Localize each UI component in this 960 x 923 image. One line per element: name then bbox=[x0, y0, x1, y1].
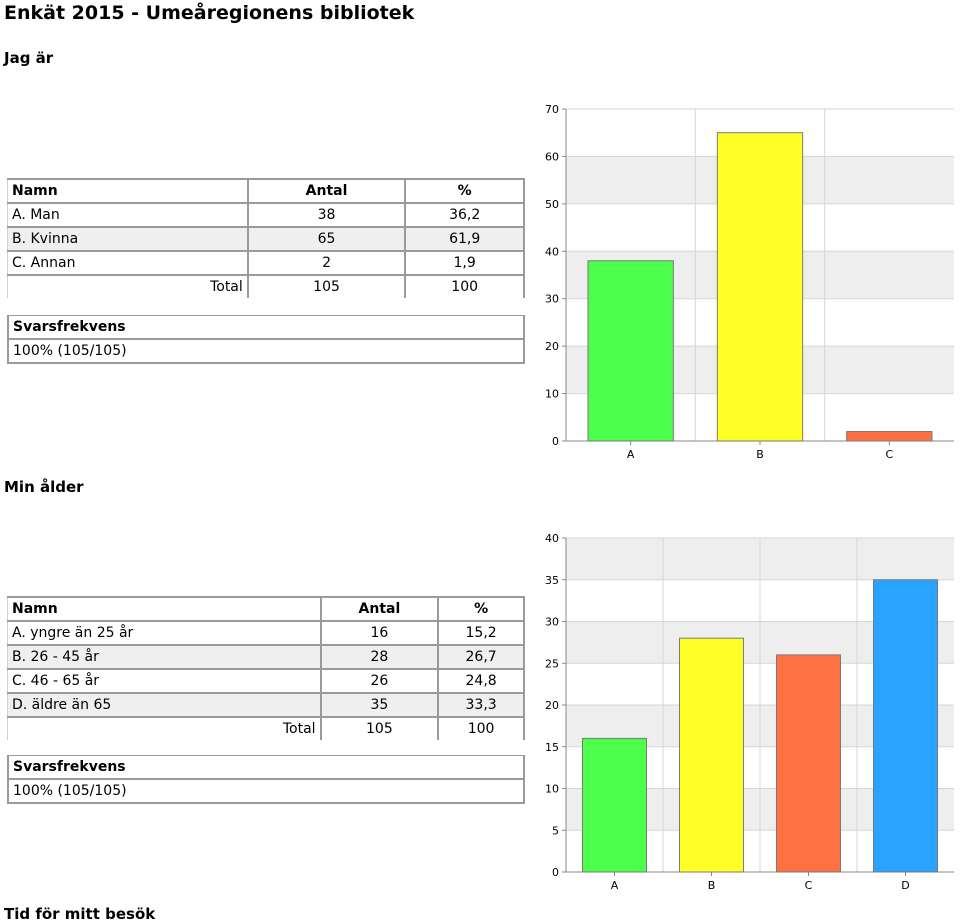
y-tick-label: 5 bbox=[552, 824, 559, 837]
response-rate-label: Svarsfrekvens bbox=[8, 755, 524, 780]
bar-b bbox=[678, 637, 745, 873]
response-rate-value: 100% (105/105) bbox=[13, 783, 127, 799]
y-tick-label: 20 bbox=[545, 699, 559, 712]
row-count: 35 bbox=[320, 693, 440, 718]
column-header-name: Namn bbox=[7, 179, 249, 204]
y-tick-label: 10 bbox=[545, 783, 559, 796]
y-tick-label: 0 bbox=[552, 435, 559, 448]
row-count: 16 bbox=[320, 621, 440, 646]
y-tick-label: 20 bbox=[545, 340, 559, 353]
total-percent: 100 bbox=[451, 279, 479, 295]
table-header-row: Namn Antal % bbox=[7, 597, 524, 622]
row-name: D. äldre än 65 bbox=[7, 693, 322, 718]
results-table-jag-ar: Namn Antal % A. Man 38 36,2 B. Kvinna 65… bbox=[7, 178, 525, 298]
column-header-name: Namn bbox=[7, 597, 322, 622]
total-label: Total bbox=[7, 275, 249, 298]
response-rate-box: Svarsfrekvens 100% (105/105) bbox=[7, 755, 525, 804]
table-header-row: Namn Antal % bbox=[7, 179, 524, 204]
page-title: Enkät 2015 - Umeåregionens bibliotek bbox=[4, 2, 415, 24]
row-name: C. Annan bbox=[7, 251, 249, 276]
response-rate-box: Svarsfrekvens 100% (105/105) bbox=[7, 315, 525, 364]
y-tick-label: 30 bbox=[545, 616, 559, 629]
bar-a bbox=[587, 260, 674, 442]
row-percent: 24,8 bbox=[438, 669, 524, 694]
bar-a bbox=[581, 737, 648, 873]
row-percent: 26,7 bbox=[438, 645, 524, 670]
table-row: C. 46 - 65 år 26 24,8 bbox=[7, 669, 524, 694]
total-count: 105 bbox=[320, 717, 440, 740]
total-label: Total bbox=[7, 717, 322, 740]
table-row: B. Kvinna 65 61,9 bbox=[7, 227, 524, 252]
row-count: 28 bbox=[320, 645, 440, 670]
section-heading-min-alder: Min ålder bbox=[4, 478, 84, 496]
table-row: D. äldre än 65 35 33,3 bbox=[7, 693, 524, 718]
row-name: C. 46 - 65 år bbox=[7, 669, 322, 694]
bar-chart-min-alder: 0 5 10 15 20 25 30 35 40 A B C D bbox=[545, 532, 954, 892]
x-tick-label: D bbox=[901, 879, 909, 892]
y-tick-label: 15 bbox=[545, 741, 559, 754]
x-tick-label: A bbox=[627, 448, 635, 461]
row-count: 2 bbox=[247, 251, 407, 276]
row-name: A. yngre än 25 år bbox=[7, 621, 322, 646]
section-heading-jag-ar: Jag är bbox=[4, 49, 54, 67]
bar-c bbox=[775, 654, 842, 873]
bar-c bbox=[846, 431, 933, 442]
table-row: A. Man 38 36,2 bbox=[7, 203, 524, 228]
table-total-row: Total 105 100 bbox=[7, 275, 525, 298]
row-name: A. Man bbox=[7, 203, 249, 228]
y-tick-label: 70 bbox=[545, 103, 559, 116]
y-tick-label: 25 bbox=[545, 657, 559, 670]
table-total-row: Total 105 100 bbox=[7, 717, 525, 740]
bar-chart-jag-ar: 0 10 20 30 40 50 60 70 A B C bbox=[545, 103, 954, 461]
y-tick-label: 35 bbox=[545, 574, 559, 587]
column-header-percent: % bbox=[438, 597, 524, 622]
row-count: 38 bbox=[247, 203, 407, 228]
x-tick-label: B bbox=[708, 879, 716, 892]
y-tick-label: 0 bbox=[552, 866, 559, 879]
row-count: 26 bbox=[320, 669, 440, 694]
row-percent: 36,2 bbox=[405, 203, 524, 228]
table-row: C. Annan 2 1,9 bbox=[7, 251, 524, 276]
row-percent: 1,9 bbox=[405, 251, 524, 276]
response-rate-label: Svarsfrekvens bbox=[8, 315, 524, 340]
column-header-percent: % bbox=[405, 179, 524, 204]
table-row: B. 26 - 45 år 28 26,7 bbox=[7, 645, 524, 670]
x-tick-label: C bbox=[805, 879, 813, 892]
x-tick-label: A bbox=[611, 879, 619, 892]
bar-b bbox=[716, 132, 804, 442]
column-header-count: Antal bbox=[320, 597, 440, 622]
y-tick-label: 50 bbox=[545, 198, 559, 211]
column-header-count: Antal bbox=[247, 179, 407, 204]
section-heading-tid-for-mitt-besok: Tid för mitt besök bbox=[4, 905, 156, 923]
row-percent: 33,3 bbox=[438, 693, 524, 718]
response-rate-value: 100% (105/105) bbox=[13, 343, 127, 359]
y-tick-label: 40 bbox=[545, 532, 559, 545]
x-tick-label: C bbox=[885, 448, 893, 461]
x-tick-label: B bbox=[756, 448, 764, 461]
bar-d bbox=[872, 579, 939, 873]
y-tick-label: 60 bbox=[545, 150, 559, 163]
y-tick-label: 40 bbox=[545, 245, 559, 258]
row-name: B. 26 - 45 år bbox=[7, 645, 322, 670]
y-tick-label: 10 bbox=[545, 388, 559, 401]
total-percent: 100 bbox=[467, 721, 495, 737]
y-tick-label: 30 bbox=[545, 293, 559, 306]
row-name: B. Kvinna bbox=[7, 227, 249, 252]
row-percent: 15,2 bbox=[438, 621, 524, 646]
row-count: 65 bbox=[247, 227, 407, 252]
row-percent: 61,9 bbox=[405, 227, 524, 252]
total-count: 105 bbox=[247, 275, 407, 298]
results-table-min-alder: Namn Antal % A. yngre än 25 år 16 15,2 B… bbox=[7, 596, 525, 740]
table-row: A. yngre än 25 år 16 15,2 bbox=[7, 621, 524, 646]
